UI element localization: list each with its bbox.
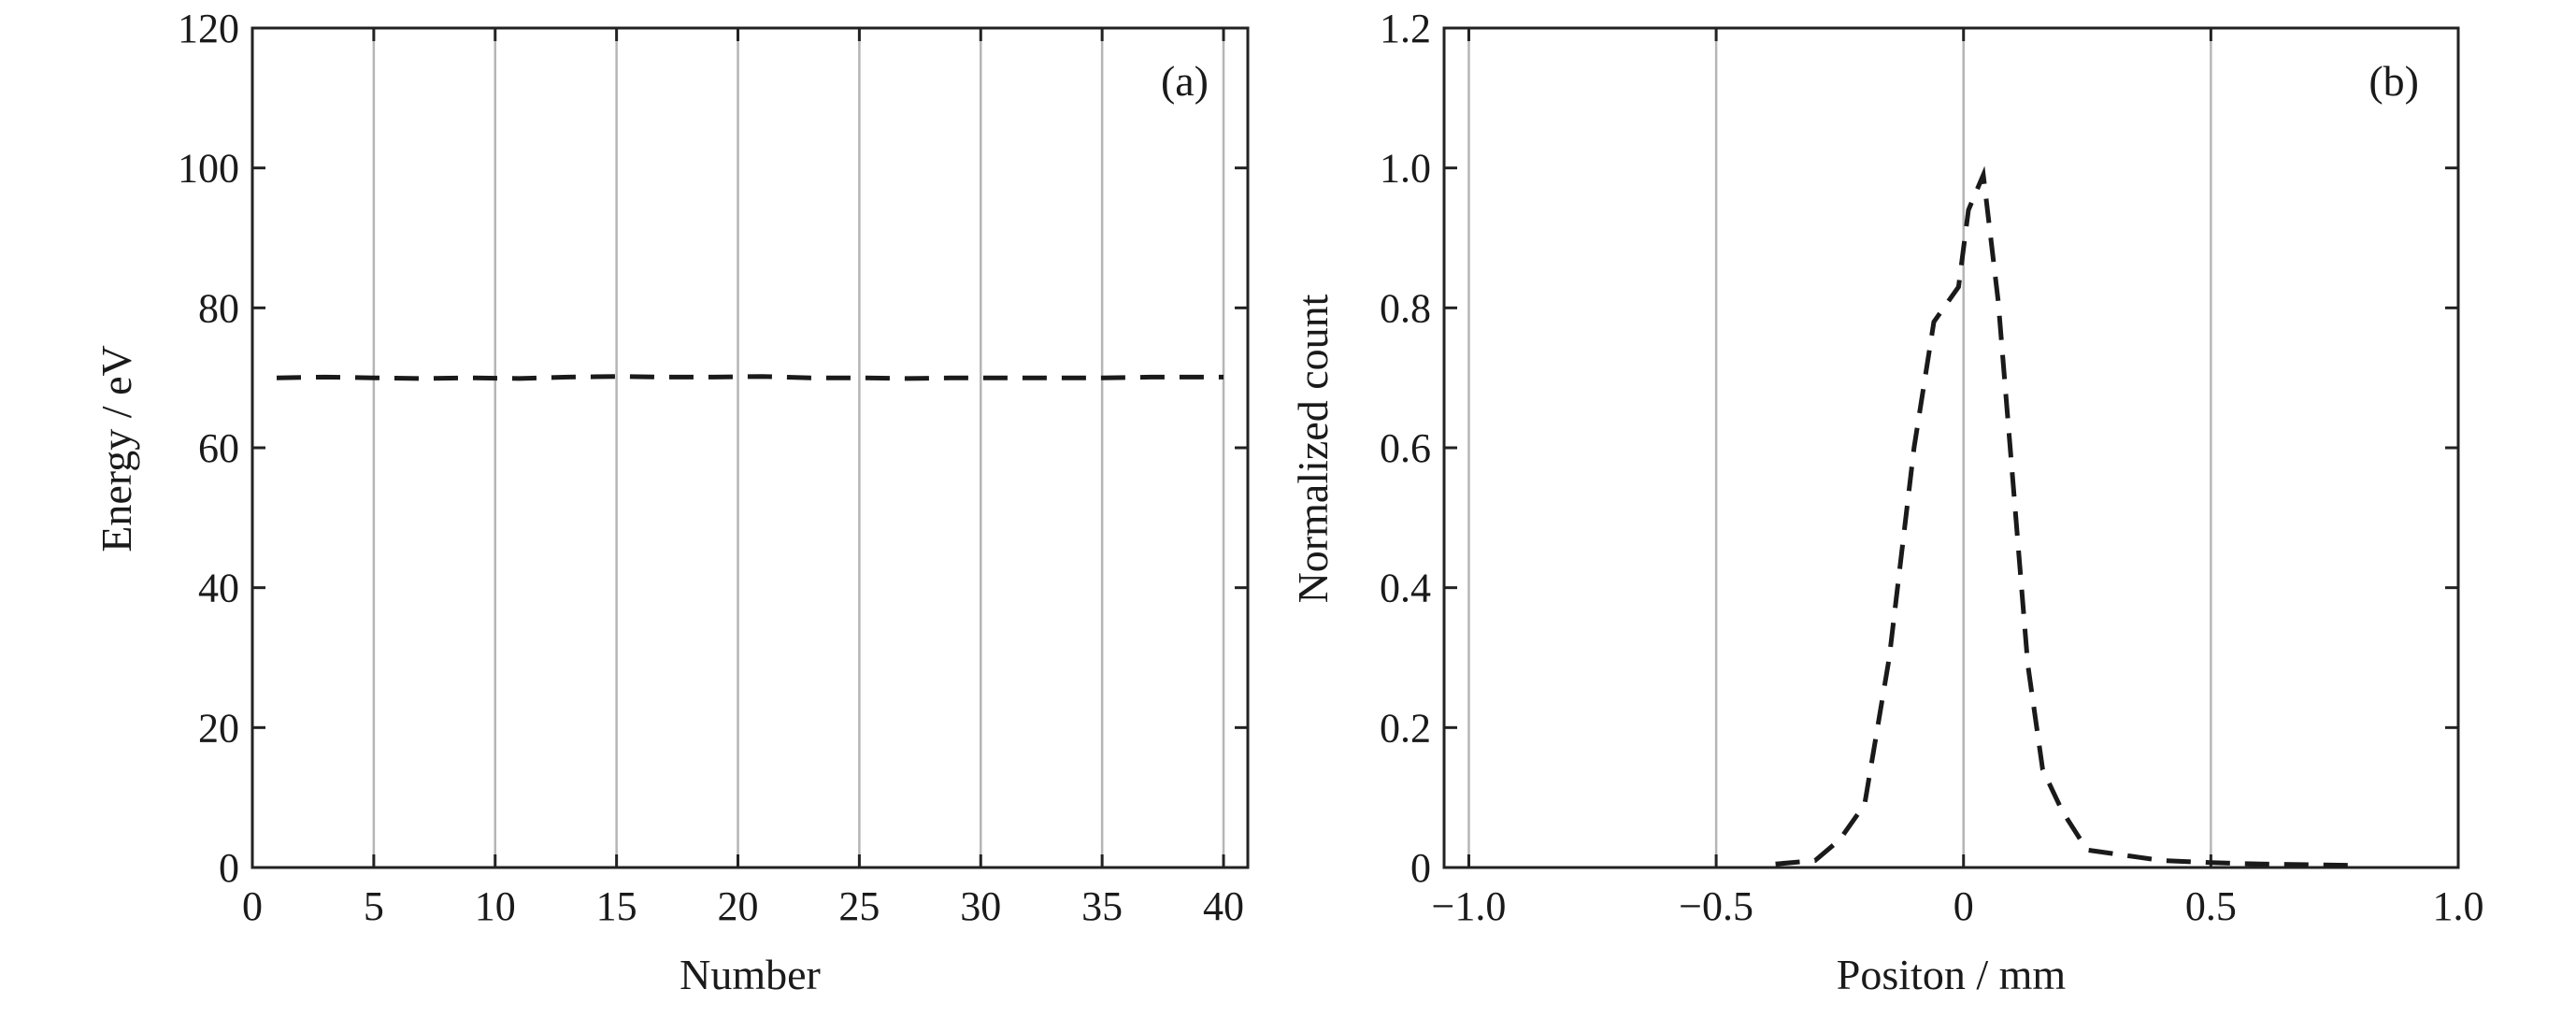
y-tick-label: 20 [198,705,239,751]
y-tick-label: 80 [198,285,239,331]
x-tick-label: 0 [242,883,263,929]
y-tick-label: 0 [219,845,239,891]
x-tick-label: 25 [838,883,880,929]
x-tick-label: 1.0 [2433,883,2484,929]
panel-label: (a) [1161,57,1209,105]
series-line [276,374,1224,381]
x-tick-label: 40 [1203,883,1244,929]
x-tick-label: −1.0 [1432,883,1507,929]
x-tick-label: 20 [718,883,759,929]
y-tick-label: 1.2 [1380,6,1431,51]
y-axis-title: Energy / eV [93,345,140,552]
x-tick-label: 5 [364,883,384,929]
y-axis-title: Normalized count [1289,294,1337,603]
x-axis-title: Positon / mm [1837,951,2067,998]
y-tick-label: 0.6 [1380,425,1431,471]
plot-frame [1442,26,2460,869]
x-tick-label: 15 [596,883,637,929]
x-tick-label: 0 [1953,883,1974,929]
x-tick-label: 30 [960,883,1001,929]
y-tick-label: 120 [178,6,239,51]
y-tick-label: 60 [198,425,239,471]
panel-label: (b) [2368,57,2419,105]
chart-panel-a: 0 5 10 15 20 25 30 35 40 0 20 40 60 80 100 120 Number Ene… [93,6,1250,998]
y-tick-label: 0.8 [1380,285,1431,331]
chart-panel-b: −1.0 −0.5 0 0.5 1.0 0 0.2 0.4 0.6 0.8 1.0 1.2 Posito… [1289,6,2484,998]
plot-frame [250,26,1250,869]
y-tick-label: 40 [198,566,239,611]
x-tick-label: 0.5 [2185,883,2237,929]
x-tick-label: 10 [475,883,516,929]
y-tick-label: 1.0 [1380,146,1431,192]
y-tick-label: 0.2 [1380,705,1431,751]
y-tick-label: 100 [178,146,239,192]
y-tick-label: 0.4 [1380,566,1431,611]
x-tick-label: 35 [1081,883,1123,929]
x-axis-title: Number [680,951,821,998]
x-tick-label: −0.5 [1679,883,1753,929]
y-tick-label: 0 [1410,845,1431,891]
series-line [1775,165,2360,868]
